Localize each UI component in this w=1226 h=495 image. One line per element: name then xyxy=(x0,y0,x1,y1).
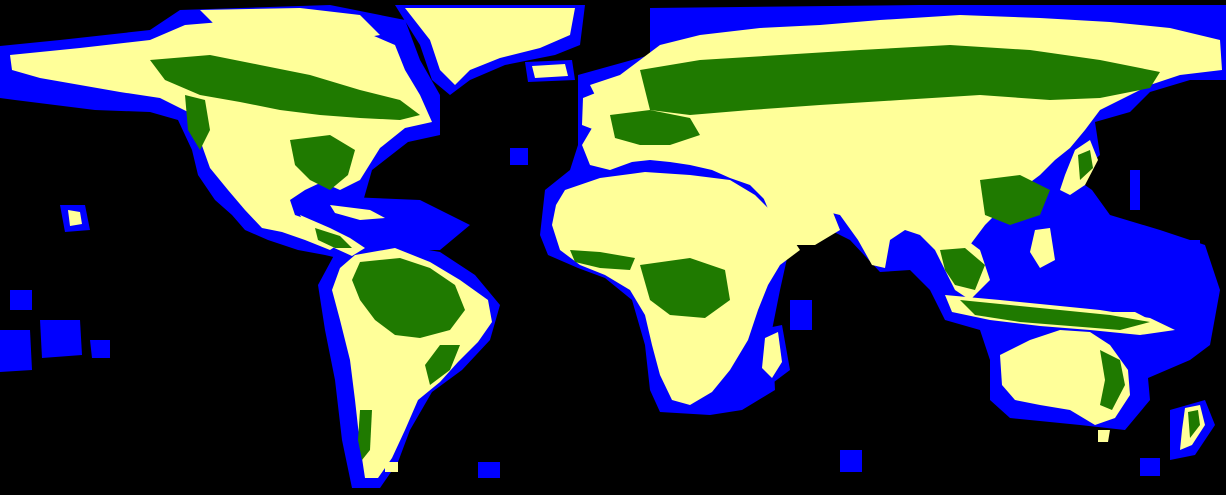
british-isles-land xyxy=(582,92,605,130)
pacific-islands-buffer-3 xyxy=(90,340,110,358)
japan-forest xyxy=(1078,150,1093,180)
australia-land xyxy=(1000,330,1130,425)
east-asia-forest xyxy=(980,175,1050,225)
east-australia-forest xyxy=(1100,350,1125,410)
iceland-land xyxy=(532,64,568,78)
tasmania-land xyxy=(1098,430,1110,442)
forest-layer xyxy=(150,45,1200,460)
antarctic-islands-buffer-3 xyxy=(1140,458,1160,476)
pacific-islands-buffer-2 xyxy=(40,320,82,358)
arabia-land xyxy=(760,185,840,245)
arctic-islands-land xyxy=(200,8,380,42)
southeast-asia-forest xyxy=(940,248,985,290)
north-america-land xyxy=(10,18,432,250)
southern-andes-forest xyxy=(358,410,372,460)
boreal-north-america-forest xyxy=(150,55,420,120)
philippines-land xyxy=(1030,228,1055,268)
pacific-islands-buffer-5 xyxy=(1175,240,1200,265)
pacific-islands-buffer-6 xyxy=(1130,170,1140,210)
indian-ocean-islands-buffer xyxy=(790,300,812,330)
pacific-islands-buffer-4 xyxy=(10,290,32,310)
new-zealand-forest xyxy=(1188,410,1200,438)
madagascar-land xyxy=(762,332,782,378)
west-africa-forest xyxy=(570,250,635,270)
greenland-land xyxy=(405,8,575,85)
atlantic-islands-buffer xyxy=(510,148,528,165)
atlantic-forest xyxy=(425,345,460,385)
cuba-land xyxy=(330,205,385,220)
european-forest xyxy=(610,110,700,145)
antarctic-islands-buffer-2 xyxy=(478,462,500,478)
boreal-eurasia-forest xyxy=(640,45,1160,115)
falklands-land xyxy=(385,462,398,472)
antarctic-islands-buffer-1 xyxy=(840,450,862,472)
congo-forest xyxy=(640,258,730,318)
pacific-nw-forest xyxy=(185,95,210,150)
eastern-us-forest xyxy=(290,135,355,190)
pacific-islands-buffer-1 xyxy=(0,330,32,372)
central-america-forest xyxy=(315,228,352,248)
indonesia-forest xyxy=(960,300,1150,330)
amazon-forest xyxy=(352,258,465,338)
hawaii-land xyxy=(68,210,82,226)
